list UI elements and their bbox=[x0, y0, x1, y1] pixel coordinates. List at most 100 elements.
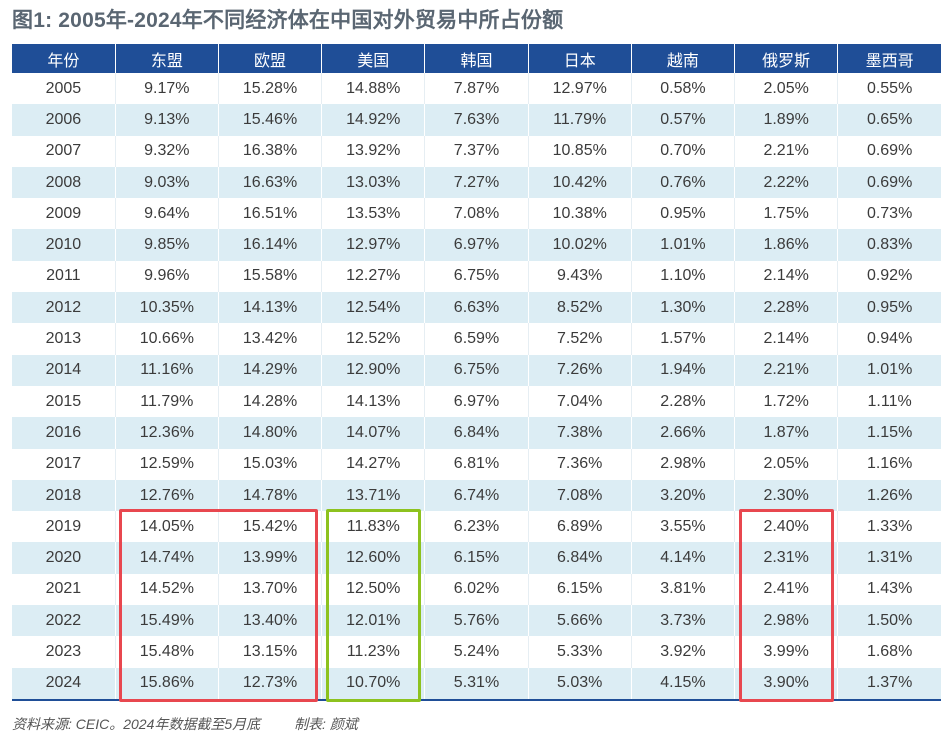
share-cell: 2.28% bbox=[631, 385, 736, 418]
share-cell: 1.15% bbox=[837, 417, 941, 449]
share-cell: 12.59% bbox=[115, 448, 219, 480]
share-cell: 5.31% bbox=[424, 667, 529, 701]
share-cell: 6.81% bbox=[424, 448, 529, 480]
share-cell: 14.28% bbox=[218, 385, 323, 418]
share-cell: 13.99% bbox=[218, 542, 323, 574]
share-cell: 16.14% bbox=[218, 229, 323, 261]
share-cell: 9.64% bbox=[115, 198, 219, 230]
share-cell: 12.73% bbox=[218, 667, 323, 701]
share-cell: 8.52% bbox=[528, 292, 632, 324]
share-cell: 2.05% bbox=[734, 448, 839, 480]
share-cell: 2.05% bbox=[734, 73, 839, 105]
share-cell: 1.94% bbox=[631, 354, 736, 386]
year-cell: 2016 bbox=[12, 417, 116, 449]
table-row: 2006 9.13% 15.46% 14.92% 7.63% 11.79% 0.57% 1.8… bbox=[12, 104, 941, 136]
share-cell: 0.69% bbox=[837, 166, 941, 199]
share-cell: 13.71% bbox=[321, 479, 426, 512]
share-cell: 3.55% bbox=[631, 511, 736, 543]
share-cell: 1.68% bbox=[837, 636, 941, 668]
share-cell: 5.03% bbox=[528, 667, 632, 701]
share-cell: 7.27% bbox=[424, 166, 529, 199]
share-cell: 0.95% bbox=[837, 292, 941, 324]
share-cell: 3.73% bbox=[631, 605, 736, 637]
share-cell: 3.20% bbox=[631, 479, 736, 512]
share-cell: 14.92% bbox=[321, 104, 426, 136]
year-cell: 2021 bbox=[12, 573, 116, 606]
year-cell: 2012 bbox=[12, 292, 116, 324]
trade-share-table: 年份 东盟 欧盟 美国 韩国 日本 越南 俄罗斯 墨西哥 2005 9.17% 15.28% 14.8… bbox=[12, 44, 941, 701]
share-cell: 12.27% bbox=[321, 260, 426, 293]
share-cell: 15.49% bbox=[115, 605, 219, 637]
table-row: 2016 12.36% 14.80% 14.07% 6.84% 7.38% 2.66% 1.8… bbox=[12, 417, 941, 449]
share-cell: 0.83% bbox=[837, 229, 941, 261]
share-cell: 4.14% bbox=[631, 542, 736, 574]
share-cell: 6.74% bbox=[424, 479, 529, 512]
share-cell: 14.80% bbox=[218, 417, 323, 449]
share-cell: 6.23% bbox=[424, 511, 529, 543]
share-cell: 14.27% bbox=[321, 448, 426, 480]
share-cell: 1.86% bbox=[734, 229, 839, 261]
share-cell: 5.33% bbox=[528, 636, 632, 668]
year-cell: 2022 bbox=[12, 605, 116, 637]
share-cell: 2.28% bbox=[734, 292, 839, 324]
table-row: 2013 10.66% 13.42% 12.52% 6.59% 7.52% 1.57% 2.1… bbox=[12, 323, 941, 355]
table-row: 2015 11.79% 14.28% 14.13% 6.97% 7.04% 2.28% 1.7… bbox=[12, 385, 941, 418]
share-cell: 7.36% bbox=[528, 448, 632, 480]
share-cell: 2.40% bbox=[734, 511, 839, 543]
share-cell: 2.31% bbox=[734, 542, 839, 574]
table-row: 2020 14.74% 13.99% 12.60% 6.15% 6.84% 4.14% 2.3… bbox=[12, 542, 941, 574]
table-row: 2005 9.17% 15.28% 14.88% 7.87% 12.97% 0.58% 2.0… bbox=[12, 73, 941, 105]
share-cell: 4.15% bbox=[631, 667, 736, 701]
table-row: 2010 9.85% 16.14% 12.97% 6.97% 10.02% 1.01% 1.8… bbox=[12, 229, 941, 261]
share-cell: 1.72% bbox=[734, 385, 839, 418]
share-cell: 6.84% bbox=[424, 417, 529, 449]
share-cell: 10.42% bbox=[528, 166, 632, 199]
share-cell: 12.97% bbox=[321, 229, 426, 261]
share-cell: 9.85% bbox=[115, 229, 219, 261]
share-cell: 2.22% bbox=[734, 166, 839, 199]
share-cell: 0.65% bbox=[837, 104, 941, 136]
share-cell: 13.15% bbox=[218, 636, 323, 668]
table-row: 2018 12.76% 14.78% 13.71% 6.74% 7.08% 3.20% 2.3… bbox=[12, 479, 941, 512]
share-cell: 13.40% bbox=[218, 605, 323, 637]
share-cell: 6.15% bbox=[424, 542, 529, 574]
share-cell: 12.97% bbox=[528, 73, 632, 105]
share-cell: 1.37% bbox=[837, 667, 941, 701]
share-cell: 13.03% bbox=[321, 166, 426, 199]
share-cell: 7.04% bbox=[528, 385, 632, 418]
share-cell: 10.66% bbox=[115, 323, 219, 355]
share-cell: 2.41% bbox=[734, 573, 839, 606]
share-cell: 9.17% bbox=[115, 73, 219, 105]
share-cell: 6.97% bbox=[424, 229, 529, 261]
share-cell: 12.54% bbox=[321, 292, 426, 324]
share-cell: 10.85% bbox=[528, 135, 632, 167]
share-cell: 6.02% bbox=[424, 573, 529, 606]
share-cell: 2.14% bbox=[734, 260, 839, 293]
share-cell: 0.70% bbox=[631, 135, 736, 167]
share-cell: 7.37% bbox=[424, 135, 529, 167]
share-cell: 15.58% bbox=[218, 260, 323, 293]
share-cell: 1.31% bbox=[837, 542, 941, 574]
share-cell: 2.66% bbox=[631, 417, 736, 449]
year-cell: 2010 bbox=[12, 229, 116, 261]
share-cell: 13.42% bbox=[218, 323, 323, 355]
year-cell: 2024 bbox=[12, 667, 116, 701]
share-cell: 15.86% bbox=[115, 667, 219, 701]
share-cell: 14.13% bbox=[321, 385, 426, 418]
share-cell: 0.57% bbox=[631, 104, 736, 136]
share-cell: 3.81% bbox=[631, 573, 736, 606]
column-header: 东盟 bbox=[115, 44, 219, 73]
share-cell: 10.35% bbox=[115, 292, 219, 324]
share-cell: 1.75% bbox=[734, 198, 839, 230]
share-cell: 6.15% bbox=[528, 573, 632, 606]
column-header: 年份 bbox=[12, 44, 116, 73]
share-cell: 7.38% bbox=[528, 417, 632, 449]
share-cell: 9.43% bbox=[528, 260, 632, 293]
share-cell: 1.01% bbox=[837, 354, 941, 386]
table-row: 2022 15.49% 13.40% 12.01% 5.76% 5.66% 3.73% 2.9… bbox=[12, 605, 941, 637]
author-text: 制表: 颜斌 bbox=[294, 716, 358, 732]
share-cell: 7.08% bbox=[424, 198, 529, 230]
share-cell: 12.90% bbox=[321, 354, 426, 386]
share-cell: 14.74% bbox=[115, 542, 219, 574]
share-cell: 15.46% bbox=[218, 104, 323, 136]
